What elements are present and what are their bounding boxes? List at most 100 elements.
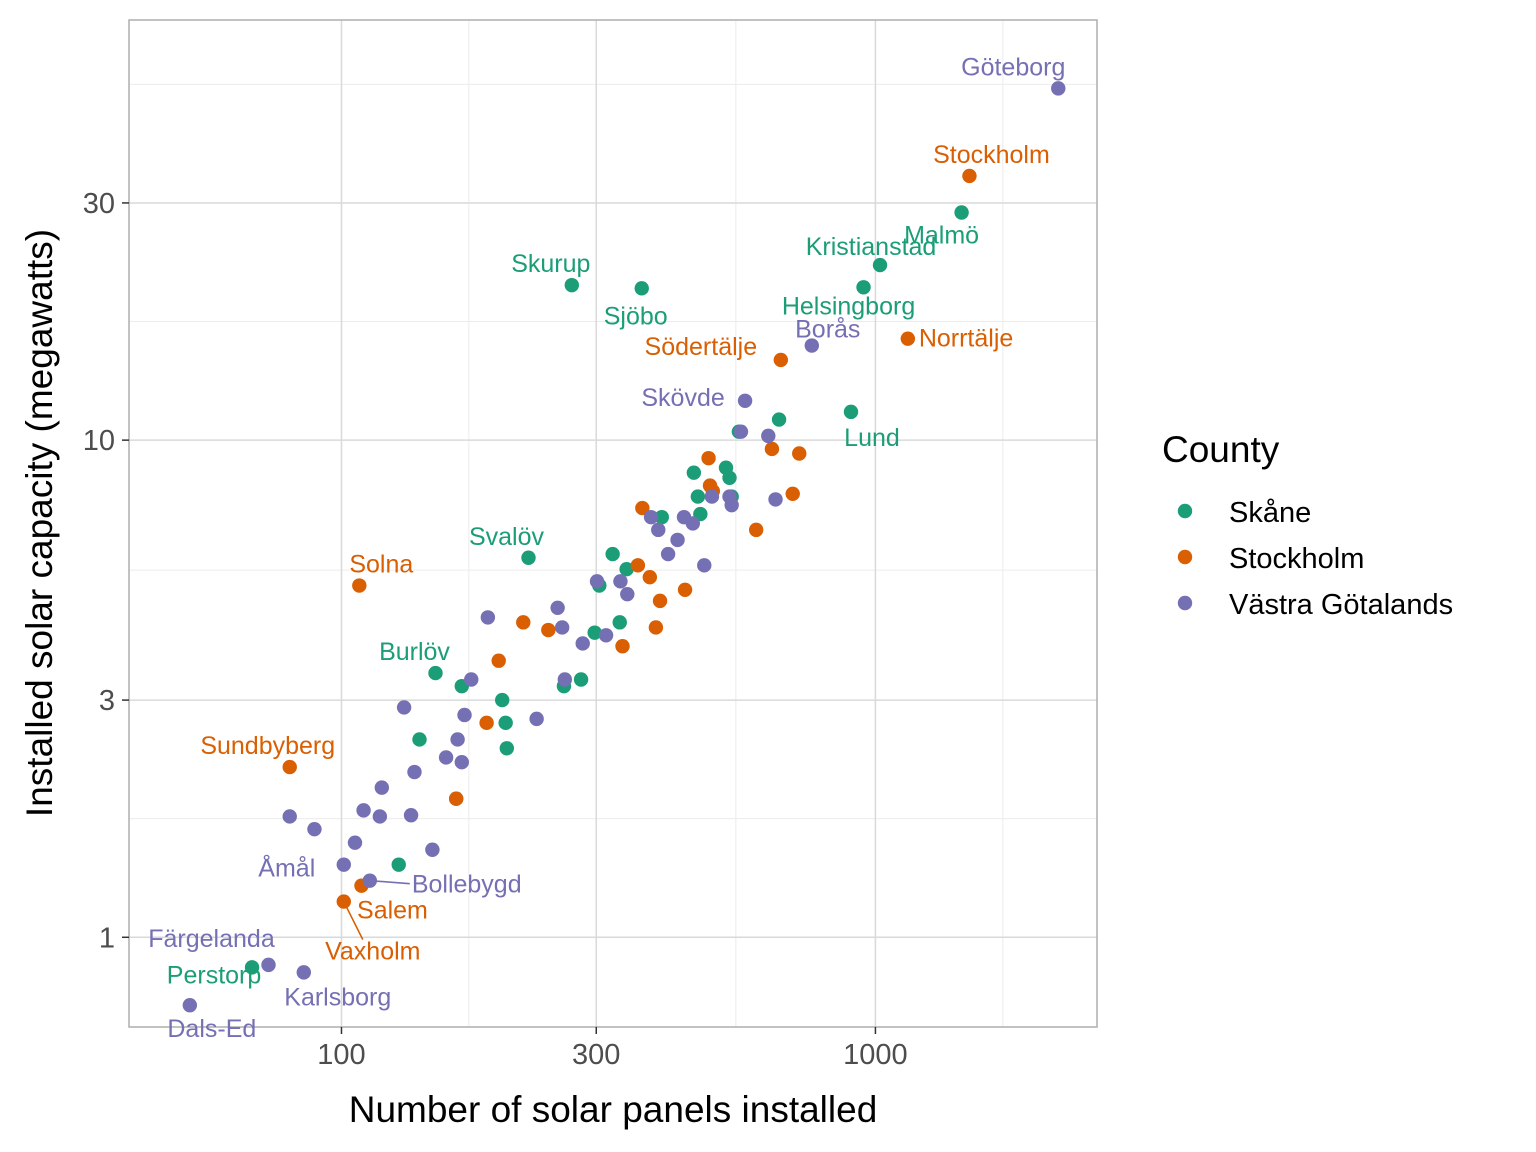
- point-vastra-gotalands-13: [407, 764, 422, 780]
- point-vastra-gotalands-20: [480, 610, 496, 625]
- point-stockholm-0: [336, 894, 351, 909]
- label-lund: Lund: [844, 424, 900, 452]
- point-stockholm-23: [792, 446, 807, 461]
- point-skane-30: [872, 257, 888, 273]
- point-stockholm-25: [962, 168, 977, 184]
- point-stockholm-13: [648, 620, 664, 635]
- label-amal: Åmål: [258, 853, 315, 883]
- point-stockholm-16: [701, 450, 716, 466]
- point-vastra-gotalands-37: [704, 489, 720, 504]
- label-vaxholm: Vaxholm: [325, 938, 420, 966]
- point-skane-16: [619, 562, 634, 577]
- point-skane-31: [954, 205, 969, 220]
- point-vastra-gotalands-30: [643, 509, 659, 525]
- point-vastra-gotalands-21: [529, 711, 544, 727]
- label-bollebygd: Bollebygd: [412, 871, 522, 899]
- point-vastra-gotalands-5: [336, 857, 351, 872]
- point-vastra-gotalands-40: [733, 424, 749, 439]
- point-vastra-gotalands-8: [362, 873, 378, 888]
- y-tick-label-2: 10: [83, 425, 115, 457]
- point-skane-12: [587, 625, 602, 640]
- point-vastra-gotalands-19: [464, 672, 479, 687]
- grid-major: [129, 20, 1097, 1027]
- point-stockholm-22: [785, 486, 800, 501]
- label-sundbyberg: Sundbyberg: [200, 732, 335, 760]
- point-skane-7: [498, 715, 513, 731]
- point-vastra-gotalands-23: [554, 620, 570, 635]
- point-stockholm-7: [516, 615, 531, 630]
- point-vastra-gotalands-35: [685, 516, 701, 531]
- y-tick-label-0: 1: [99, 922, 115, 954]
- point-vastra-gotalands-42: [761, 428, 776, 444]
- point-vastra-gotalands-6: [347, 835, 363, 850]
- label-perstorp: Perstorp: [167, 961, 261, 989]
- label-solna: Solna: [349, 551, 413, 579]
- point-vastra-gotalands-14: [425, 842, 440, 857]
- x-axis-ticks: 100 300 1000: [317, 1027, 908, 1071]
- point-vastra-gotalands-11: [396, 700, 412, 715]
- point-vastra-gotalands-7: [356, 803, 371, 818]
- point-vastra-gotalands-9: [372, 809, 388, 824]
- legend-key-stockholm: [1177, 549, 1193, 565]
- point-skane-6: [495, 692, 510, 708]
- point-stockholm-24: [900, 331, 916, 346]
- point-skane-0: [244, 960, 260, 975]
- label-dals-ed: Dals-Ed: [167, 1015, 256, 1043]
- point-vastra-gotalands-29: [620, 586, 635, 602]
- x-tick-label-0: 100: [317, 1039, 365, 1071]
- data-points: [182, 81, 1066, 1013]
- point-skane-15: [612, 615, 627, 630]
- point-skane-9: [521, 550, 536, 565]
- point-stockholm-2: [282, 759, 297, 775]
- label-sodertalje: Södertälje: [645, 333, 758, 361]
- label-skovde: Skövde: [641, 384, 724, 412]
- label-svalov: Svalöv: [469, 523, 545, 551]
- label-burlov: Burlöv: [379, 638, 450, 666]
- point-skane-11: [573, 672, 589, 687]
- point-labels: Perstorp Burlöv Svalöv Skurup Sjöbo Lund Helsi…: [148, 53, 1065, 1043]
- label-malmo: Malmö: [904, 222, 979, 250]
- label-salem: Salem: [357, 897, 428, 925]
- point-skane-18: [634, 281, 649, 296]
- point-vastra-gotalands-12: [403, 808, 419, 823]
- point-vastra-gotalands-36: [697, 558, 712, 573]
- point-vastra-gotalands-25: [575, 636, 590, 651]
- point-vastra-gotalands-2: [296, 965, 311, 980]
- point-stockholm-20: [764, 441, 780, 457]
- x-tick-label-2: 1000: [843, 1039, 908, 1071]
- y-axis-title: Installed solar capacity (megawatts): [19, 229, 60, 817]
- point-vastra-gotalands-16: [450, 732, 465, 747]
- label-karlsborg: Karlsborg: [284, 983, 391, 1011]
- panel-border: [128, 19, 1098, 1028]
- label-kristianstad: Kristianstad: [806, 233, 937, 261]
- point-skane-14: [605, 546, 620, 562]
- y-tick-label-3: 30: [83, 188, 115, 220]
- label-stockholm: Stockholm: [933, 141, 1050, 169]
- y-axis-ticks: 1 3 10 30: [83, 188, 129, 954]
- x-axis-title: Number of solar panels installed: [349, 1089, 878, 1130]
- y-tick-label-1: 3: [99, 685, 115, 717]
- label-norrtalje: Norrtälje: [919, 325, 1013, 353]
- point-vastra-gotalands-17: [454, 754, 469, 770]
- point-skane-29: [856, 280, 871, 295]
- label-boras: Borås: [795, 316, 860, 344]
- point-stockholm-9: [615, 639, 630, 654]
- point-skane-2: [412, 732, 427, 747]
- point-vastra-gotalands-1: [261, 957, 276, 973]
- point-stockholm-11: [635, 500, 650, 516]
- point-vastra-gotalands-4: [307, 821, 322, 837]
- point-skane-8: [499, 741, 515, 756]
- point-vastra-gotalands-3: [282, 809, 297, 824]
- point-vastra-gotalands-26: [589, 574, 605, 589]
- point-vastra-gotalands-22: [550, 600, 565, 615]
- point-skane-19: [654, 509, 669, 525]
- point-skane-20: [686, 465, 702, 480]
- point-stockholm-21: [773, 352, 789, 368]
- label-skurup: Skurup: [511, 250, 590, 278]
- point-skane-24: [722, 470, 737, 485]
- point-vastra-gotalands-24: [557, 672, 573, 687]
- point-skane-28: [843, 404, 859, 420]
- legend-label-skane: Skåne: [1229, 497, 1311, 529]
- legend-title: County: [1162, 429, 1280, 470]
